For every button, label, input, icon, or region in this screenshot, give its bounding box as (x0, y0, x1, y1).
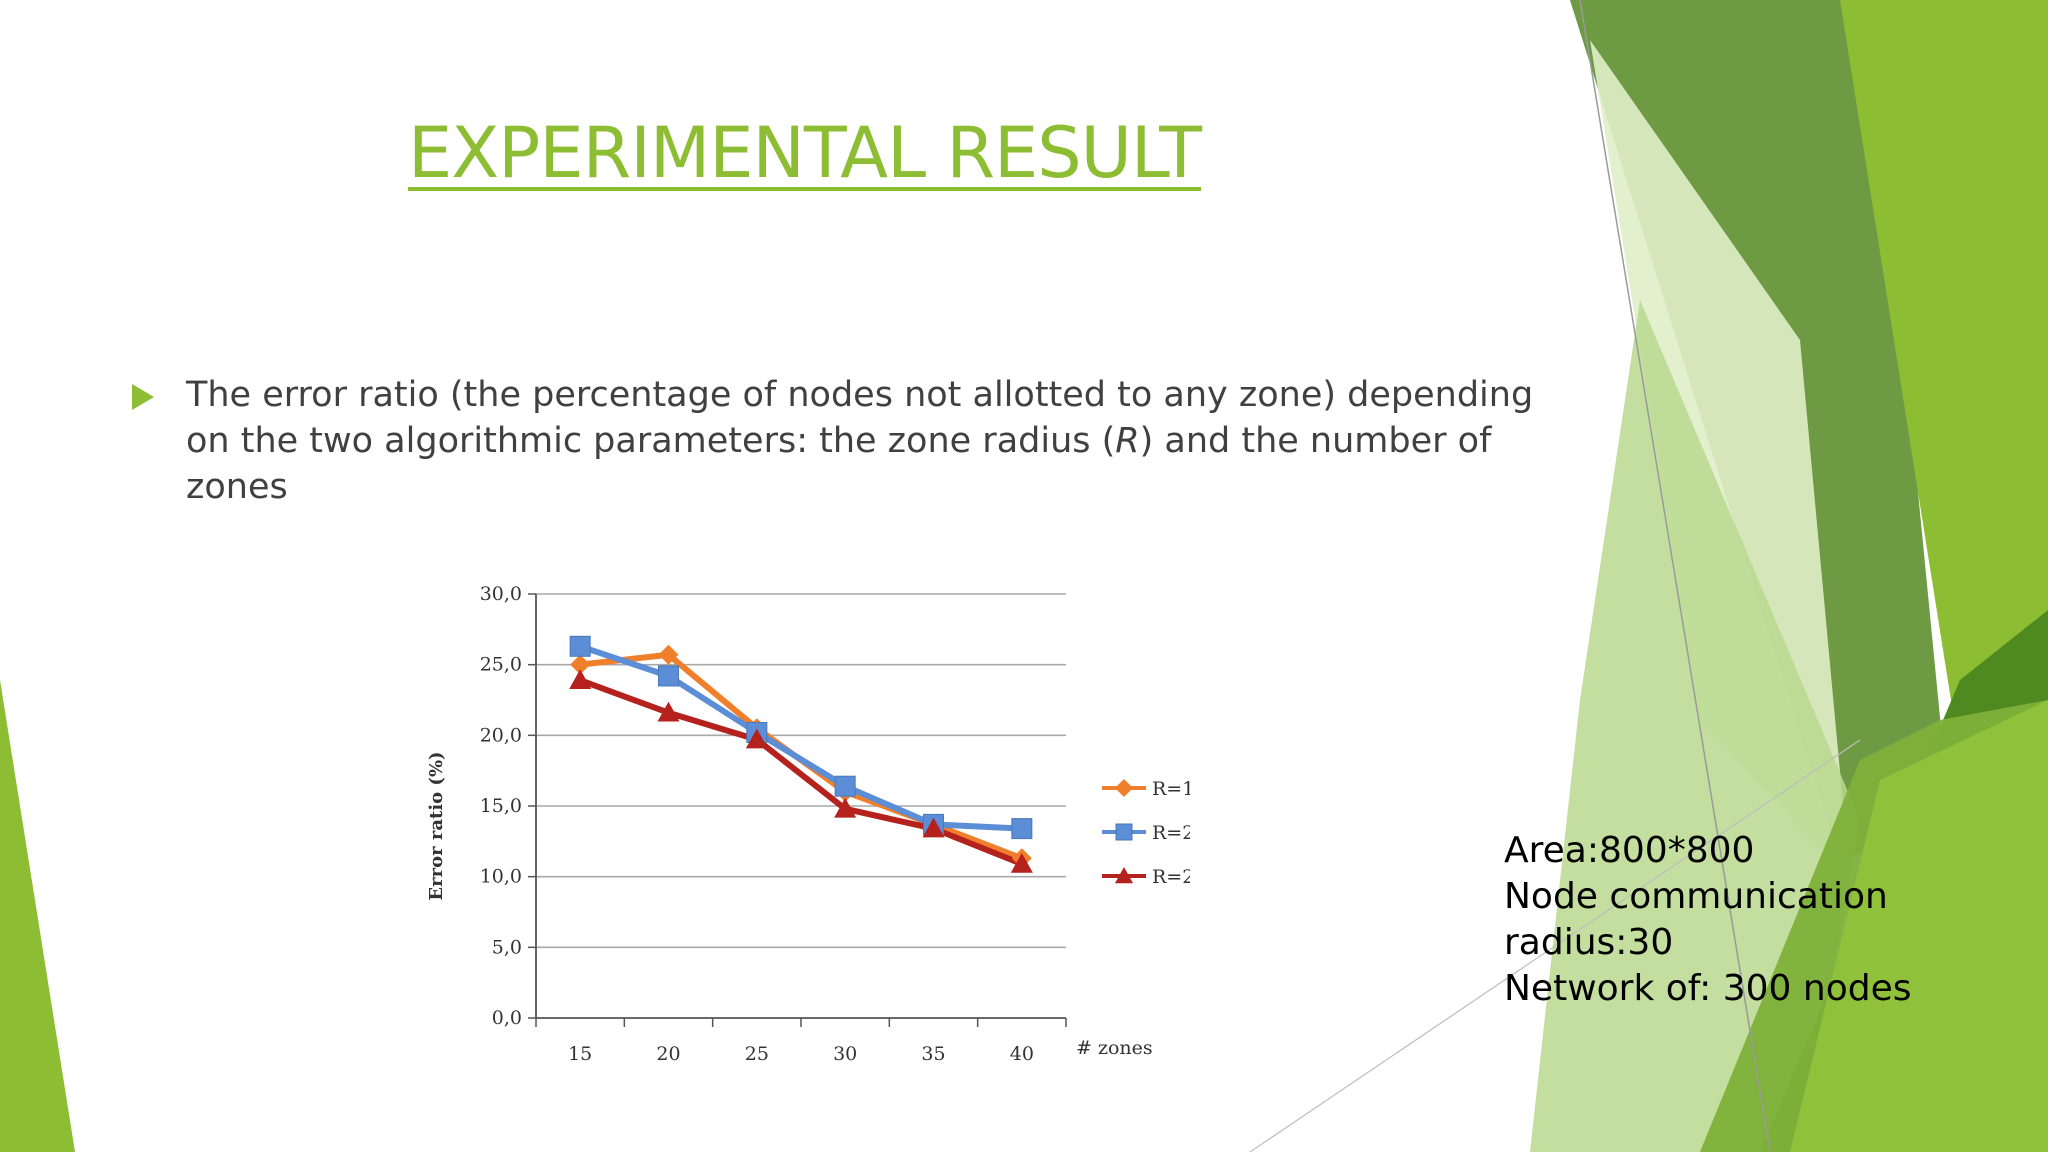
data-point (658, 644, 679, 665)
data-point (1011, 818, 1033, 840)
error-ratio-chart: 0,0 5,0 10,0 15,0 20,0 25,0 30,0 15 20 25 30 35 40 # … (426, 583, 1190, 1065)
data-point (569, 635, 591, 657)
experiment-parameters: Area:800*800 Node communication radius:3… (1504, 828, 1912, 1012)
data-point (1115, 823, 1133, 841)
data-point (658, 665, 679, 687)
data-point (569, 669, 592, 690)
deco-line (1249, 739, 1861, 1152)
y-tick-label: 0,0 (492, 1007, 522, 1029)
info-line: Area:800*800 (1504, 830, 1755, 871)
info-line: radius:30 (1504, 922, 1674, 963)
data-point (922, 817, 945, 838)
deco-shape (0, 680, 75, 1152)
deco-shape (1530, 300, 1860, 1152)
bullet-text: The error ratio (the percentage of nodes… (186, 375, 1534, 507)
x-tick-label: 25 (745, 1043, 769, 1065)
data-point (1115, 779, 1133, 797)
data-point (834, 775, 856, 797)
deco-shape (1790, 700, 2048, 1152)
y-tick-label: 5,0 (492, 936, 522, 958)
y-tick-label: 30,0 (480, 583, 522, 605)
y-axis-label: Error ratio (%) (426, 751, 447, 900)
y-tick-label: 15,0 (480, 795, 522, 817)
x-tick-label: 20 (656, 1043, 680, 1065)
info-line: Network of: 300 nodes (1504, 968, 1912, 1009)
data-point (1115, 867, 1133, 884)
data-point (834, 797, 857, 818)
data-point (570, 654, 591, 675)
data-point (745, 728, 768, 749)
deco-line (1579, 0, 1771, 1152)
series-line (577, 677, 1025, 867)
x-tick-label: 15 (568, 1043, 592, 1065)
y-tick-label: 25,0 (480, 654, 522, 676)
data-point (657, 701, 680, 722)
page-title: EXPERIMENTAL RESULT (408, 112, 1202, 194)
legend-label: R=20 (1152, 822, 1190, 844)
x-tick-label: 35 (921, 1043, 945, 1065)
series-line (577, 643, 1025, 832)
data-point (1010, 852, 1033, 873)
info-line: Node communication (1504, 876, 1888, 917)
y-tick-label: 10,0 (480, 866, 522, 888)
x-tick-label: 30 (833, 1043, 857, 1065)
x-axis-label: # zones (1076, 1037, 1153, 1059)
legend-label: R=25 (1152, 866, 1190, 888)
triangle-right-icon (132, 384, 154, 410)
y-tick-label: 20,0 (480, 724, 522, 746)
x-tick-label: 40 (1010, 1043, 1034, 1065)
bullet-item: The error ratio (the percentage of nodes… (130, 372, 1560, 510)
legend-label: R=15 (1152, 778, 1190, 800)
